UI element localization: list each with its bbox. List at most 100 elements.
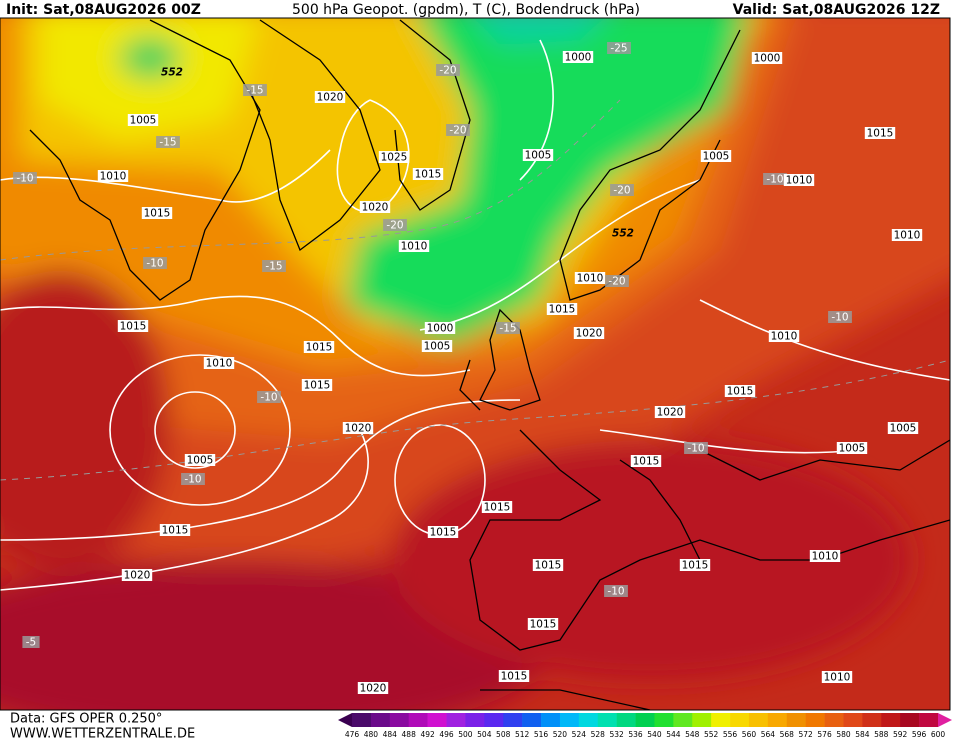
pressure-label: 1000: [754, 53, 781, 65]
scale-swatch: [843, 713, 863, 727]
temperature-label-box: [604, 585, 628, 597]
pressure-label: 1005: [187, 455, 214, 467]
temperature-label-box: [605, 275, 629, 287]
scale-level-label: 480: [364, 730, 379, 739]
pressure-label-box: [724, 385, 756, 397]
scale-swatch: [503, 713, 523, 727]
scale-swatch: [767, 713, 788, 727]
scale-level-label: 540: [647, 730, 662, 739]
scale-swatch: [370, 713, 391, 727]
temperature-label: -5: [26, 637, 36, 649]
pressure-label-box: [546, 303, 578, 315]
pressure-label: 1020: [362, 202, 389, 214]
pressure-label-box: [303, 341, 335, 353]
pressure-label-box: [573, 327, 605, 339]
map-frame: [0, 17, 951, 711]
height-label: 552: [161, 67, 183, 79]
pressure-label: 1010: [812, 551, 839, 563]
pressure-label-box: [768, 330, 800, 342]
pressure-label: 1005: [703, 151, 730, 163]
temperature-label: -20: [386, 220, 403, 232]
temperature-label: -10: [146, 258, 163, 270]
pressure-label-box: [412, 168, 444, 180]
temperature-label: -10: [687, 443, 704, 455]
pressure-label: 1010: [401, 241, 428, 253]
pressure-label: 1015: [682, 560, 709, 572]
coastlines: [29, 19, 950, 710]
scale-swatch: [616, 713, 636, 727]
scale-swatch: [805, 713, 825, 727]
pressure-label-box: [498, 670, 530, 682]
scale-level-label: 560: [742, 730, 757, 739]
pressure-label-box: [562, 51, 594, 63]
temperature-label: -20: [608, 276, 625, 288]
pressure-label: 1010: [100, 171, 127, 183]
pressure-label-box: [117, 320, 149, 332]
scale-swatch: [824, 713, 844, 727]
scale-level-label: 492: [420, 730, 435, 739]
scale-level-label: 580: [836, 730, 851, 739]
temperature-label: -20: [449, 125, 466, 137]
pressure-label-box: [359, 201, 391, 213]
pressure-label-box: [127, 114, 159, 126]
scale-level-label: 524: [572, 730, 587, 739]
scale-level-label: 520: [553, 730, 568, 739]
scale-swatch: [730, 713, 750, 727]
scale-level-label: 512: [515, 730, 530, 739]
pressure-label: 1025: [381, 152, 408, 164]
scale-level-label: 496: [439, 730, 454, 739]
pressure-label-box: [159, 524, 191, 536]
scale-level-label: 532: [609, 730, 624, 739]
pressure-label-box: [783, 174, 815, 186]
height-label: 552: [612, 228, 634, 240]
pressure-label: 1000: [427, 323, 454, 335]
temperature-label-box: [763, 173, 787, 185]
temperature-label: -20: [613, 185, 630, 197]
pressure-label: 1020: [124, 570, 151, 582]
temperature-label: -15: [265, 261, 282, 273]
temperature-label: -10: [607, 586, 624, 598]
temperature-label-box: [156, 136, 180, 148]
temperature-label: -20: [439, 65, 456, 77]
pressure-label-box: [751, 52, 783, 64]
scale-swatch: [578, 713, 599, 727]
pressure-label-box: [630, 455, 662, 467]
scale-level-label: 552: [704, 730, 719, 739]
pressure-label: 1015: [530, 619, 557, 631]
pressure-label-box: [836, 442, 868, 454]
pressure-label-box: [121, 569, 153, 581]
pressure-label-box: [574, 272, 606, 284]
pressure-label-box: [184, 454, 216, 466]
pressure-label-box: [887, 422, 919, 434]
pressure-label: 1010: [786, 175, 813, 187]
scale-level-label: 504: [477, 730, 492, 739]
scale-level-label: 500: [458, 730, 473, 739]
scale-level-label: 556: [723, 730, 738, 739]
pressure-label: 1015: [501, 671, 528, 683]
temperature-label-box: [22, 636, 40, 648]
scale-swatch: [352, 713, 372, 727]
scale-swatch: [427, 713, 447, 727]
pressure-label: 1015: [415, 169, 442, 181]
pressure-label: 1015: [120, 321, 147, 333]
scale-level-label: 568: [780, 730, 795, 739]
temperature-label-box: [262, 260, 286, 272]
scale-swatch: [919, 713, 939, 727]
scale-over-triangle: [938, 713, 952, 727]
scale-level-label: 528: [591, 730, 606, 739]
pressure-label-box: [679, 559, 711, 571]
scale-swatch: [597, 713, 617, 727]
pressure-label-box: [532, 559, 564, 571]
pressure-label: 1010: [206, 358, 233, 370]
pressure-label-box: [527, 618, 559, 630]
scale-level-label: 600: [931, 730, 946, 739]
pressure-label: 1015: [549, 304, 576, 316]
pressure-label: 1015: [306, 342, 333, 354]
pressure-label: 1015: [304, 380, 331, 392]
pressure-label: 1005: [890, 423, 917, 435]
pressure-label-box: [424, 322, 456, 334]
pressure-label-box: [357, 682, 389, 694]
pressure-label-box: [481, 501, 513, 513]
